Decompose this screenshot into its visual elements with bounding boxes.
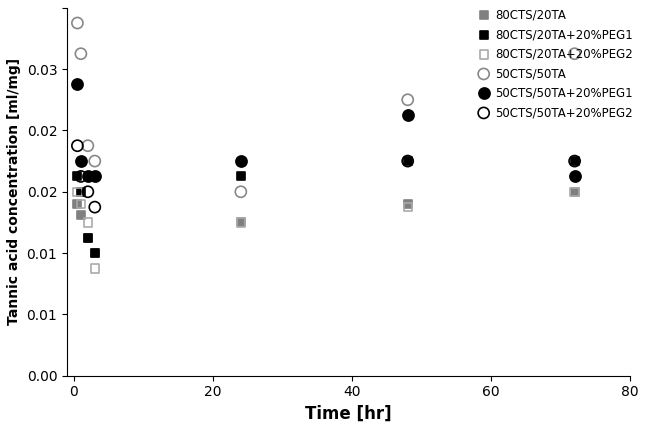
50CTS/50TA	[569, 50, 579, 57]
X-axis label: Time [hr]: Time [hr]	[306, 405, 392, 423]
50CTS/50TA+20%PEG1	[72, 81, 83, 88]
80CTS/20TA+20%PEG1	[72, 173, 83, 180]
50CTS/50TA+20%PEG2	[72, 142, 83, 149]
Y-axis label: Tannic acid concentration [ml/mg]: Tannic acid concentration [ml/mg]	[7, 58, 21, 325]
50CTS/50TA+20%PEG1	[83, 173, 93, 180]
80CTS/20TA	[76, 211, 86, 218]
50CTS/50TA+20%PEG2	[76, 173, 86, 180]
80CTS/20TA	[236, 219, 246, 226]
80CTS/20TA+20%PEG2	[90, 265, 100, 272]
Legend: 80CTS/20TA, 80CTS/20TA+20%PEG1, 80CTS/20TA+20%PEG2, 50CTS/50TA, 50CTS/50TA+20%PE: 80CTS/20TA, 80CTS/20TA+20%PEG1, 80CTS/20…	[475, 6, 636, 121]
80CTS/20TA+20%PEG1	[402, 158, 413, 165]
50CTS/50TA	[236, 188, 246, 195]
80CTS/20TA+20%PEG2	[569, 188, 579, 195]
80CTS/20TA+20%PEG1	[90, 250, 100, 257]
50CTS/50TA+20%PEG2	[90, 204, 100, 211]
50CTS/50TA+20%PEG1	[402, 112, 413, 119]
50CTS/50TA+20%PEG1	[90, 173, 100, 180]
80CTS/20TA+20%PEG2	[72, 188, 83, 195]
80CTS/20TA+20%PEG2	[83, 219, 93, 226]
80CTS/20TA+20%PEG2	[76, 200, 86, 207]
50CTS/50TA	[90, 158, 100, 165]
50CTS/50TA+20%PEG2	[83, 188, 93, 195]
50CTS/50TA+20%PEG1	[236, 158, 246, 165]
80CTS/20TA+20%PEG1	[76, 188, 86, 195]
80CTS/20TA+20%PEG1	[236, 173, 246, 180]
50CTS/50TA	[76, 50, 86, 57]
50CTS/50TA+20%PEG2	[402, 158, 413, 165]
80CTS/20TA	[402, 200, 413, 207]
80CTS/20TA+20%PEG2	[236, 219, 246, 226]
50CTS/50TA	[72, 20, 83, 27]
80CTS/20TA+20%PEG2	[402, 204, 413, 211]
50CTS/50TA	[402, 96, 413, 103]
50CTS/50TA+20%PEG1	[569, 173, 579, 180]
80CTS/20TA+20%PEG1	[83, 234, 93, 241]
50CTS/50TA+20%PEG1	[76, 158, 86, 165]
80CTS/20TA	[569, 188, 579, 195]
50CTS/50TA+20%PEG2	[569, 158, 579, 165]
80CTS/20TA	[90, 250, 100, 257]
80CTS/20TA	[72, 200, 83, 207]
50CTS/50TA	[83, 142, 93, 149]
80CTS/20TA+20%PEG1	[569, 158, 579, 165]
80CTS/20TA	[83, 234, 93, 241]
